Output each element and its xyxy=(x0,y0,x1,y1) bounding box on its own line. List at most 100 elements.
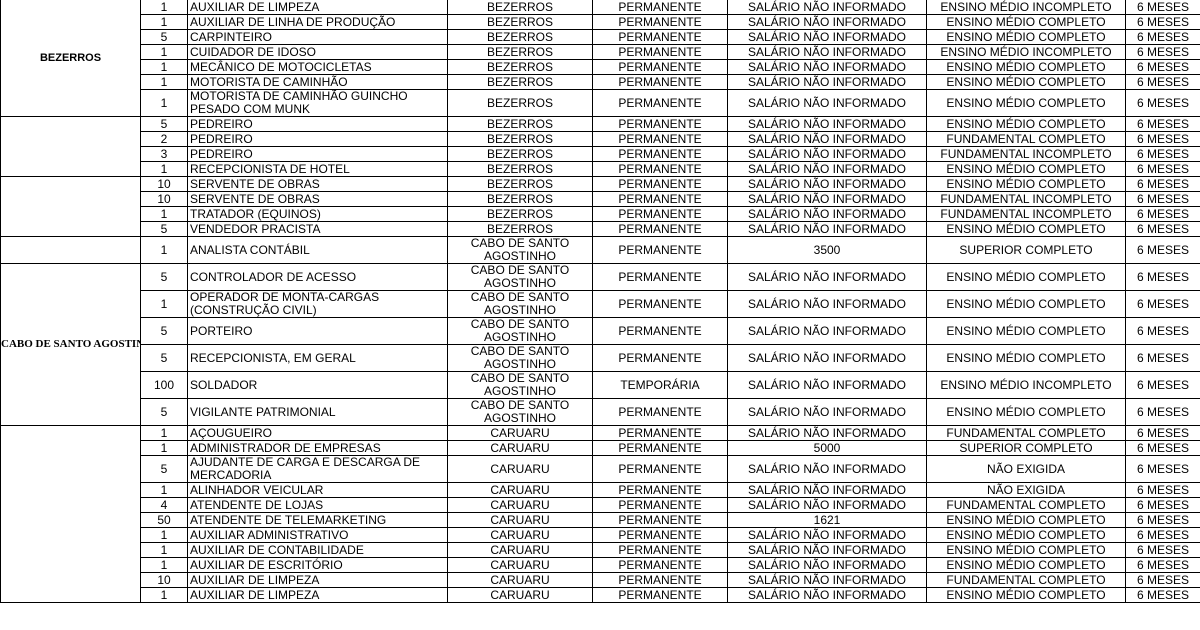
duration-cell: 6 MESES xyxy=(1125,206,1200,222)
contract-type-cell: PERMANENTE xyxy=(592,344,728,372)
education-cell: SUPERIOR COMPLETO xyxy=(926,440,1126,456)
salary-cell: SALÁRIO NÃO INFORMADO xyxy=(727,263,927,291)
duration-cell: 6 MESES xyxy=(1125,176,1200,192)
table-row: 1 CUIDADOR DE IDOSO BEZERROS PERMANENTE SALÁ… xyxy=(1,44,1200,60)
duration-cell: 6 MESES xyxy=(1125,0,1200,15)
quantity-cell: 1 xyxy=(140,0,188,15)
education-cell: FUNDAMENTAL INCOMPLETO xyxy=(926,191,1126,207)
education-cell: ENSINO MÉDIO COMPLETO xyxy=(926,221,1126,237)
education-cell: ENSINO MÉDIO COMPLETO xyxy=(926,512,1126,528)
table-row: 5 RECEPCIONISTA, EM GERAL CABO DE SANTO AG… xyxy=(1,344,1200,372)
contract-type-cell: PERMANENTE xyxy=(592,527,728,543)
duration-cell: 6 MESES xyxy=(1125,371,1200,399)
salary-cell: SALÁRIO NÃO INFORMADO xyxy=(727,221,927,237)
duration-cell: 6 MESES xyxy=(1125,236,1200,264)
duration-cell: 6 MESES xyxy=(1125,512,1200,528)
city-cell: BEZERROS xyxy=(447,146,593,162)
contract-type-cell: PERMANENTE xyxy=(592,29,728,45)
city-cell: BEZERROS xyxy=(447,221,593,237)
salary-cell: SALÁRIO NÃO INFORMADO xyxy=(727,0,927,15)
occupation-cell: MOTORISTA DE CAMINHÃO xyxy=(187,74,448,90)
city-cell: CARUARU xyxy=(447,425,593,441)
occupation-cell: SERVENTE DE OBRAS xyxy=(187,191,448,207)
city-cell: CARUARU xyxy=(447,557,593,573)
duration-cell: 6 MESES xyxy=(1125,146,1200,162)
contract-type-cell: PERMANENTE xyxy=(592,191,728,207)
contract-type-cell: PERMANENTE xyxy=(592,146,728,162)
quantity-cell: 10 xyxy=(140,572,188,588)
city-cell: BEZERROS xyxy=(447,44,593,60)
city-cell: BEZERROS xyxy=(447,131,593,147)
quantity-cell: 5 xyxy=(140,317,188,345)
table-row: 1 ALINHADOR VEICULAR CARUARU PERMANENTE SALÁ… xyxy=(1,482,1200,498)
group-cell xyxy=(0,236,141,264)
duration-cell: 6 MESES xyxy=(1125,497,1200,513)
contract-type-cell: PERMANENTE xyxy=(592,44,728,60)
duration-cell: 6 MESES xyxy=(1125,191,1200,207)
city-cell: BEZERROS xyxy=(447,0,593,15)
occupation-cell: AUXILIAR ADMINISTRATIVO xyxy=(187,527,448,543)
quantity-cell: 1 xyxy=(140,236,188,264)
education-cell: FUNDAMENTAL INCOMPLETO xyxy=(926,206,1126,222)
contract-type-cell: PERMANENTE xyxy=(592,161,728,177)
duration-cell: 6 MESES xyxy=(1125,425,1200,441)
quantity-cell: 1 xyxy=(140,206,188,222)
occupation-cell: AUXILIAR DE ESCRITÓRIO xyxy=(187,557,448,573)
quantity-cell: 1 xyxy=(140,542,188,558)
quantity-cell: 1 xyxy=(140,425,188,441)
table-row: 1 MOTORISTA DE CAMINHÃO BEZERROS PERMANENTE… xyxy=(1,74,1200,90)
occupation-cell: SERVENTE DE OBRAS xyxy=(187,176,448,192)
occupation-cell: PEDREIRO xyxy=(187,131,448,147)
group-cell: CABO DE SANTO AGOSTINHO xyxy=(0,263,141,426)
occupation-cell: ATENDENTE DE TELEMARKETING xyxy=(187,512,448,528)
salary-cell: SALÁRIO NÃO INFORMADO xyxy=(727,131,927,147)
table-row: 10 SERVENTE DE OBRAS BEZERROS PERMANENTE SAL… xyxy=(1,191,1200,207)
education-cell: ENSINO MÉDIO INCOMPLETO xyxy=(926,0,1126,15)
duration-cell: 6 MESES xyxy=(1125,14,1200,30)
salary-cell: SALÁRIO NÃO INFORMADO xyxy=(727,176,927,192)
salary-cell: 5000 xyxy=(727,440,927,456)
education-cell: FUNDAMENTAL COMPLETO xyxy=(926,425,1126,441)
salary-cell: SALÁRIO NÃO INFORMADO xyxy=(727,398,927,426)
city-cell: BEZERROS xyxy=(447,59,593,75)
salary-cell: SALÁRIO NÃO INFORMADO xyxy=(727,290,927,318)
education-cell: ENSINO MÉDIO COMPLETO xyxy=(926,263,1126,291)
city-cell: BEZERROS xyxy=(447,191,593,207)
table-row: 50 ATENDENTE DE TELEMARKETING CARUARU PERMA… xyxy=(1,512,1200,528)
contract-type-cell: PERMANENTE xyxy=(592,455,728,483)
occupation-cell: MOTORISTA DE CAMINHÃO GUINCHO PESADO COM… xyxy=(187,89,448,117)
education-cell: ENSINO MÉDIO COMPLETO xyxy=(926,557,1126,573)
occupation-cell: CARPINTEIRO xyxy=(187,29,448,45)
education-cell: ENSINO MÉDIO COMPLETO xyxy=(926,161,1126,177)
duration-cell: 6 MESES xyxy=(1125,440,1200,456)
city-cell: CABO DE SANTO AGOSTINHO xyxy=(447,398,593,426)
salary-cell: SALÁRIO NÃO INFORMADO xyxy=(727,14,927,30)
quantity-cell: 1 xyxy=(140,89,188,117)
contract-type-cell: PERMANENTE xyxy=(592,116,728,132)
contract-type-cell: PERMANENTE xyxy=(592,74,728,90)
salary-cell: SALÁRIO NÃO INFORMADO xyxy=(727,44,927,60)
quantity-cell: 5 xyxy=(140,29,188,45)
table-row: 10 SERVENTE DE OBRAS BEZERROS PERMANENTE SAL… xyxy=(0,176,1200,237)
quantity-cell: 1 xyxy=(140,290,188,318)
job-table: BEZERROS 1 AUXILIAR DE LIMPEZA BEZERROS PERM… xyxy=(0,0,1200,603)
quantity-cell: 5 xyxy=(140,263,188,291)
quantity-cell: 1 xyxy=(140,557,188,573)
city-cell: CARUARU xyxy=(447,482,593,498)
occupation-cell: AUXILIAR DE LINHA DE PRODUÇÃO xyxy=(187,14,448,30)
group-cell: BEZERROS xyxy=(0,0,141,117)
duration-cell: 6 MESES xyxy=(1125,587,1200,603)
city-cell: CABO DE SANTO AGOSTINHO xyxy=(447,371,593,399)
city-cell: CABO DE SANTO AGOSTINHO xyxy=(447,317,593,345)
quantity-cell: 4 xyxy=(140,497,188,513)
contract-type-cell: PERMANENTE xyxy=(592,263,728,291)
education-cell: ENSINO MÉDIO COMPLETO xyxy=(926,59,1126,75)
city-cell: CARUARU xyxy=(447,542,593,558)
duration-cell: 6 MESES xyxy=(1125,290,1200,318)
city-cell: CABO DE SANTO AGOSTINHO xyxy=(447,344,593,372)
quantity-cell: 1 xyxy=(140,14,188,30)
education-cell: FUNDAMENTAL COMPLETO xyxy=(926,131,1126,147)
occupation-cell: ALINHADOR VEICULAR xyxy=(187,482,448,498)
occupation-cell: AÇOUGUEIRO xyxy=(187,425,448,441)
